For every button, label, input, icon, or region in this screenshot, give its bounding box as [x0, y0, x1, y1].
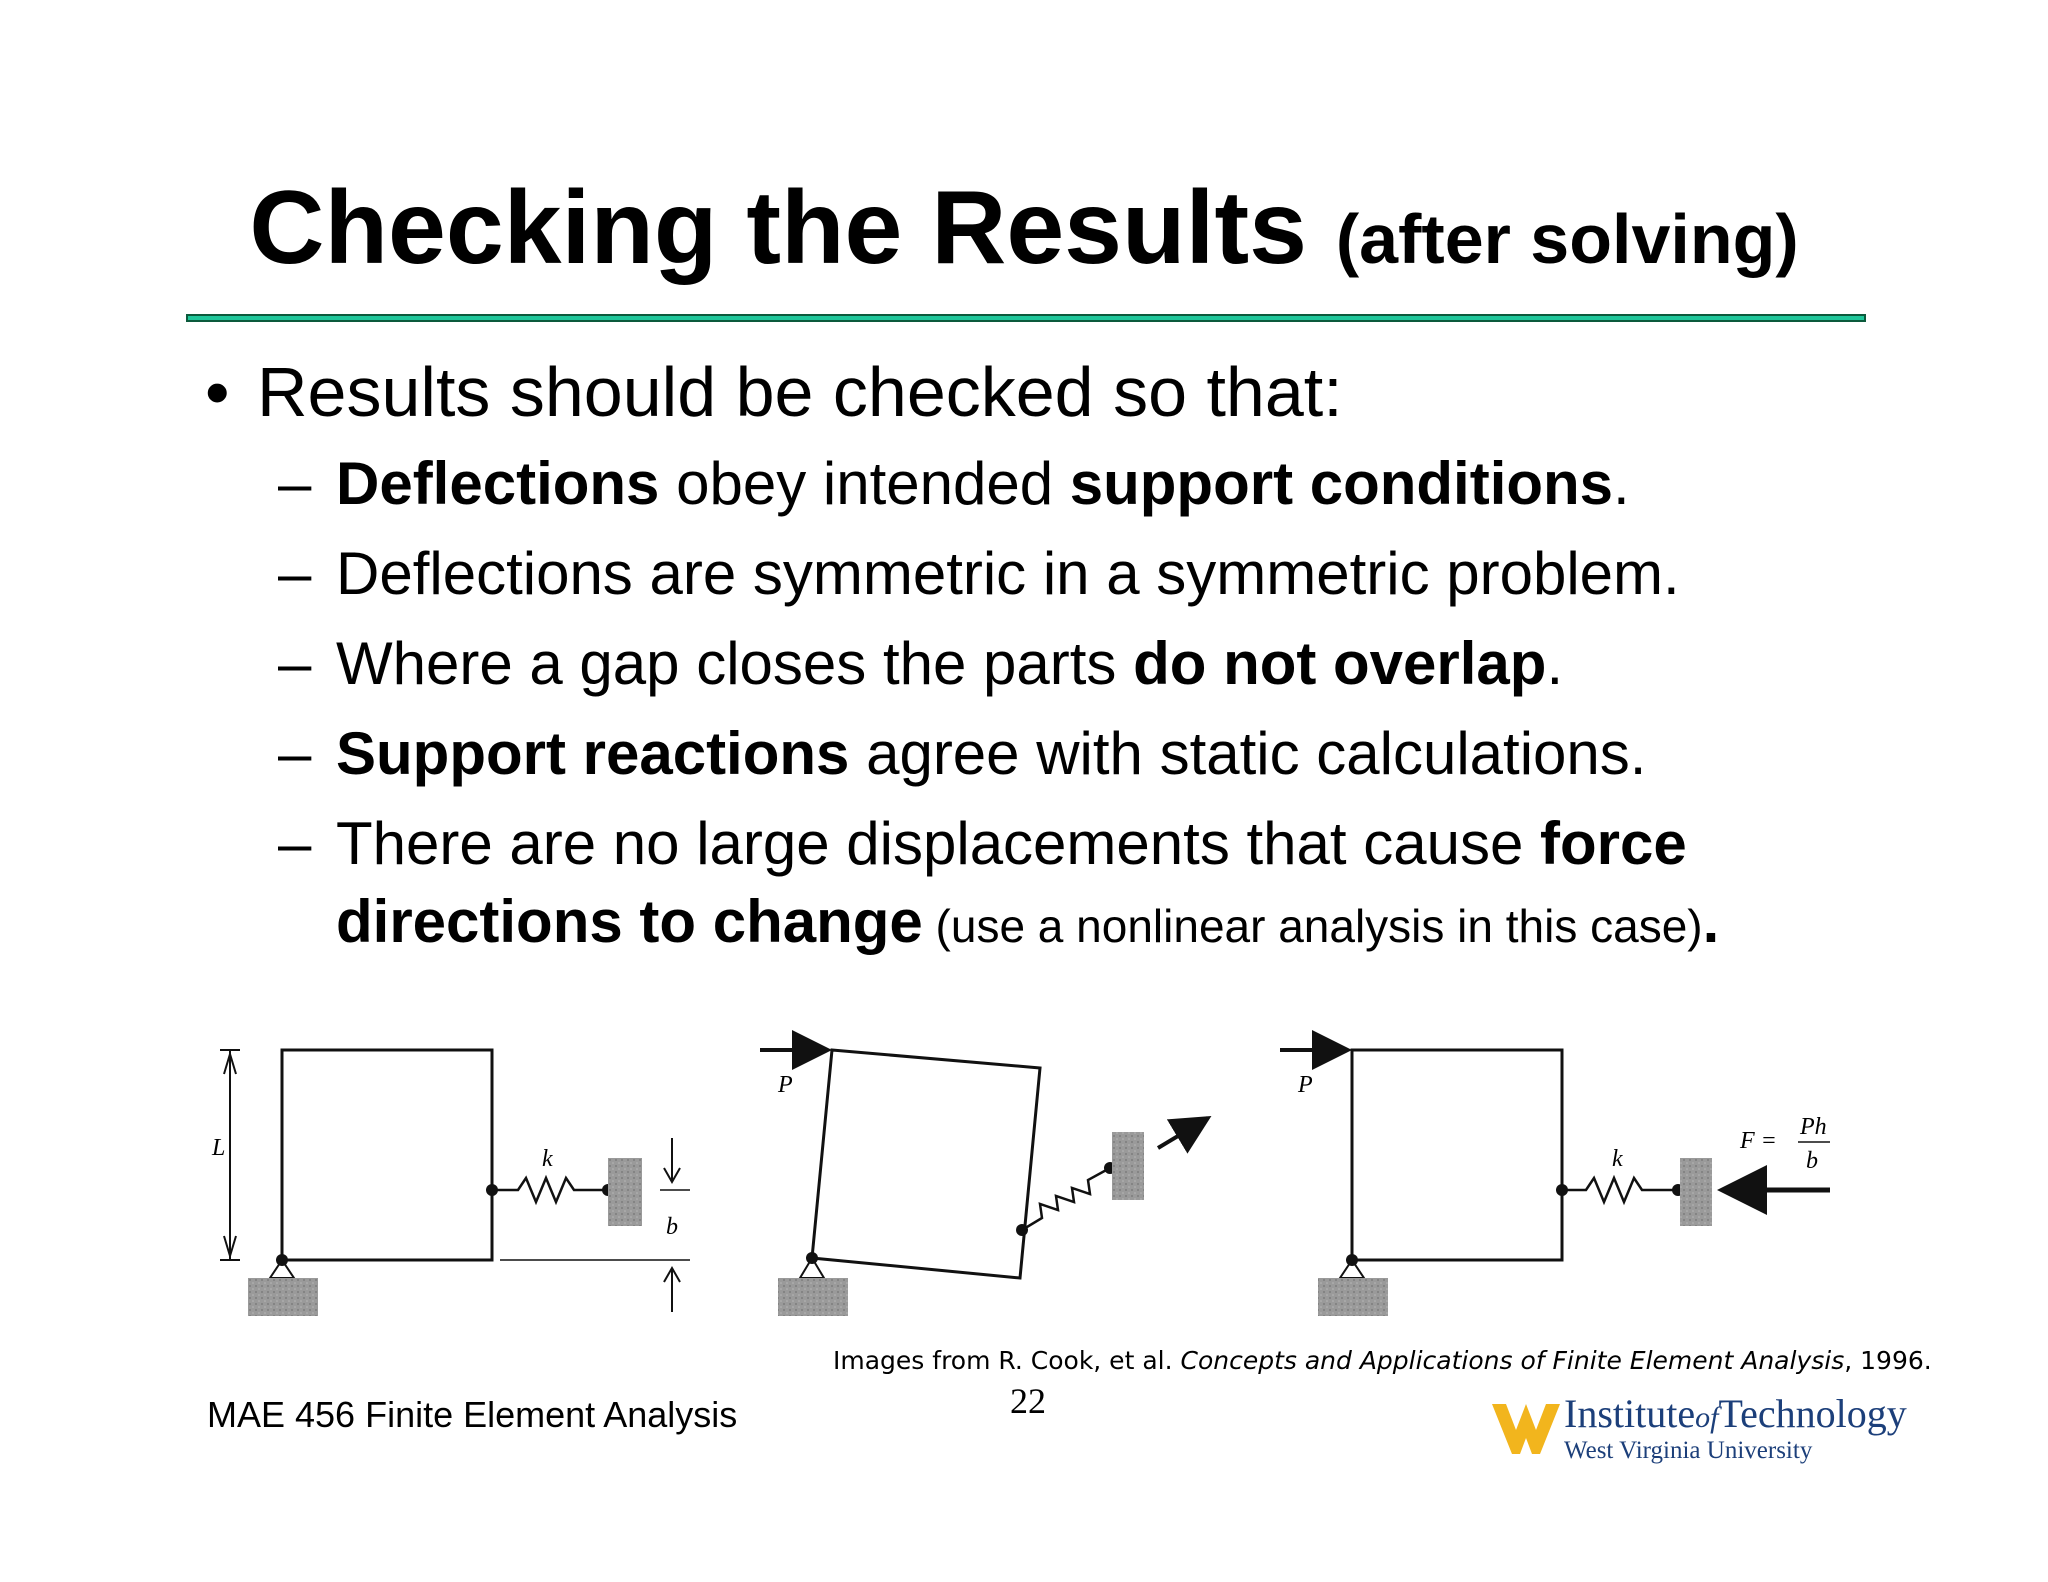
sub-item-text: There are no large displacements that ca…: [336, 808, 1687, 880]
text-run: agree with static calculations.: [849, 720, 1647, 787]
logo-text: InstituteofTechnology West Virginia Univ…: [1564, 1390, 1907, 1465]
emphasis: Deflections: [336, 450, 660, 517]
text-run: obey intended: [659, 450, 1070, 517]
emphasis: directions to change: [336, 888, 923, 955]
ground-block: [248, 1278, 318, 1316]
dash: –: [278, 540, 312, 607]
logo-word: Institute: [1564, 1391, 1696, 1436]
emphasis: force: [1540, 810, 1687, 877]
force-denominator: b: [1806, 1148, 1818, 1174]
emphasis: support conditions: [1069, 450, 1614, 517]
gap-arrowhead: [663, 1167, 681, 1185]
figure-1: L k b: [211, 1048, 690, 1316]
wall-block: [1112, 1132, 1144, 1200]
text-run: There are no large displacements that ca…: [336, 810, 1541, 877]
emphasis: do not overlap: [1133, 630, 1547, 697]
spring: [1562, 1174, 1678, 1206]
image-credit: Images from R. Cook, et al. Concepts and…: [833, 1346, 1932, 1375]
dash: –: [278, 720, 312, 787]
logo-line-1: InstituteofTechnology: [1564, 1390, 1907, 1437]
wall-block: [1680, 1158, 1712, 1226]
emphasis: .: [1702, 888, 1720, 955]
dash: –: [278, 450, 312, 517]
figure-3: P k F = Ph b: [1280, 1030, 1830, 1316]
force-lhs: F =: [1739, 1128, 1777, 1154]
dash: –: [278, 630, 312, 697]
gap-arrowhead: [663, 1265, 681, 1283]
spring-label: k: [542, 1146, 553, 1172]
spring: [1021, 1166, 1111, 1232]
caption-book-title: Concepts and Applications of Finite Elem…: [1180, 1346, 1845, 1375]
sub-item-text: directions to change (use a nonlinear an…: [336, 886, 1719, 962]
square-frame: [280, 1048, 494, 1262]
force-numerator: Ph: [1799, 1114, 1827, 1140]
logo-word: of: [1695, 1401, 1719, 1434]
figures-panel: L k b P P: [211, 1030, 1830, 1316]
sub-item-text: Where a gap closes the parts do not over…: [336, 628, 1563, 700]
text-run: .: [1546, 630, 1564, 697]
emphasis: Support reactions: [336, 720, 850, 787]
rotated-frame: [810, 1048, 1042, 1280]
length-label: L: [211, 1135, 225, 1161]
text-run: .: [1613, 450, 1630, 517]
spring: [492, 1174, 608, 1206]
ground-block: [778, 1278, 848, 1316]
text-run: (use a nonlinear analysis in this case): [922, 900, 1703, 952]
square-frame: [1350, 1048, 1564, 1262]
spring-label: k: [1612, 1146, 1623, 1172]
logo-line-2: West Virginia University: [1564, 1437, 1813, 1464]
motion-arrow: [1156, 1115, 1212, 1154]
caption-prefix: Images from R. Cook, et al.: [833, 1346, 1181, 1375]
course-name: MAE 456 Finite Element Analysis: [207, 1394, 738, 1435]
bullet-dot: •: [205, 353, 230, 431]
dash: –: [278, 810, 312, 877]
title-divider: [186, 314, 1866, 322]
ground-block: [1318, 1278, 1388, 1316]
main-bullet-text: Results should be checked so that:: [257, 353, 1343, 431]
wv-logo-icon: [1492, 1404, 1560, 1454]
page-number: 22: [1010, 1381, 1046, 1421]
load-label: P: [1297, 1072, 1313, 1098]
dimension-arrows: [223, 1053, 237, 1257]
slide-title: Checking the Results (after solving): [0, 168, 2048, 299]
title-main: Checking the Results: [249, 170, 1307, 286]
sub-item-text: Deflections obey intended support condit…: [336, 448, 1630, 520]
sub-item-text: Deflections are symmetric in a symmetric…: [336, 540, 1680, 607]
logo-word: Technology: [1718, 1391, 1907, 1436]
title-subtitle: (after solving): [1335, 200, 1799, 278]
text-run: Where a gap closes the parts: [336, 630, 1134, 697]
sub-item-text: Support reactions agree with static calc…: [336, 718, 1646, 790]
gap-label: b: [666, 1214, 678, 1240]
caption-suffix: , 1996.: [1844, 1346, 1932, 1375]
figure-2: P: [760, 1030, 1212, 1316]
load-label: P: [777, 1072, 793, 1098]
wall-block: [608, 1158, 642, 1226]
